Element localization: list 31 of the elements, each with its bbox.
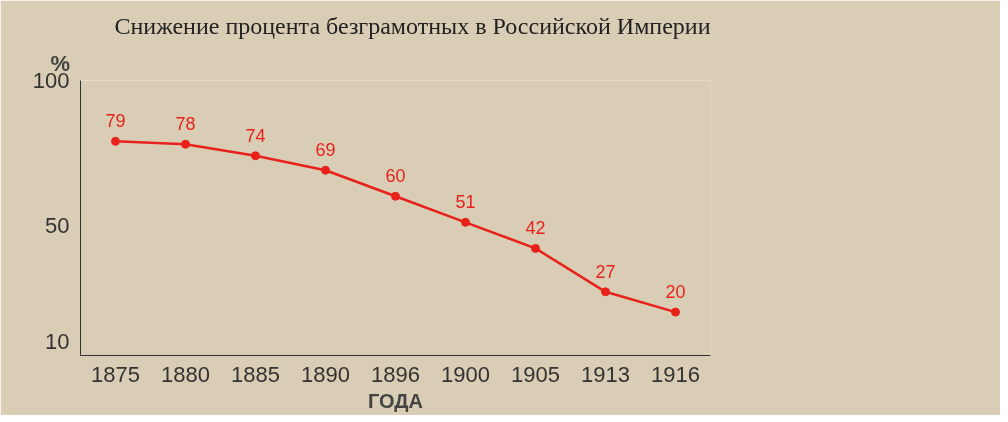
x-tick-label: 1875 [91, 361, 140, 387]
data-label: 60 [385, 166, 406, 187]
point [111, 136, 120, 146]
point [181, 139, 190, 149]
point [461, 217, 470, 227]
data-label: 27 [595, 261, 616, 282]
x-tick-label: 1880 [161, 361, 210, 387]
x-tick-label: 1896 [371, 361, 420, 387]
point [601, 287, 610, 297]
data-label: 51 [455, 192, 476, 213]
y-tick-label: 10 [45, 328, 70, 354]
data-label: 42 [525, 218, 546, 239]
point [391, 191, 400, 201]
y-tick-label: 50 [45, 212, 70, 238]
data-label: 74 [245, 125, 266, 146]
chart-title: Снижение процента безграмотных в Российской Империи [114, 12, 711, 39]
x-tick-label: 1905 [511, 361, 560, 387]
x-tick-label: 1913 [581, 361, 630, 387]
point [531, 243, 540, 253]
data-label: 78 [175, 114, 196, 135]
x-tick-label: 1890 [301, 361, 350, 387]
x-tick-label: 1916 [651, 361, 700, 387]
data-label: 79 [105, 111, 126, 132]
point [671, 307, 680, 317]
data-label: 20 [665, 282, 686, 303]
x-axis-title: ГОДА [367, 389, 424, 412]
x-tick-label: 1885 [231, 361, 280, 387]
point [251, 151, 260, 161]
data-label: 69 [315, 140, 336, 161]
point [321, 165, 330, 175]
x-tick-label: 1900 [441, 361, 490, 387]
